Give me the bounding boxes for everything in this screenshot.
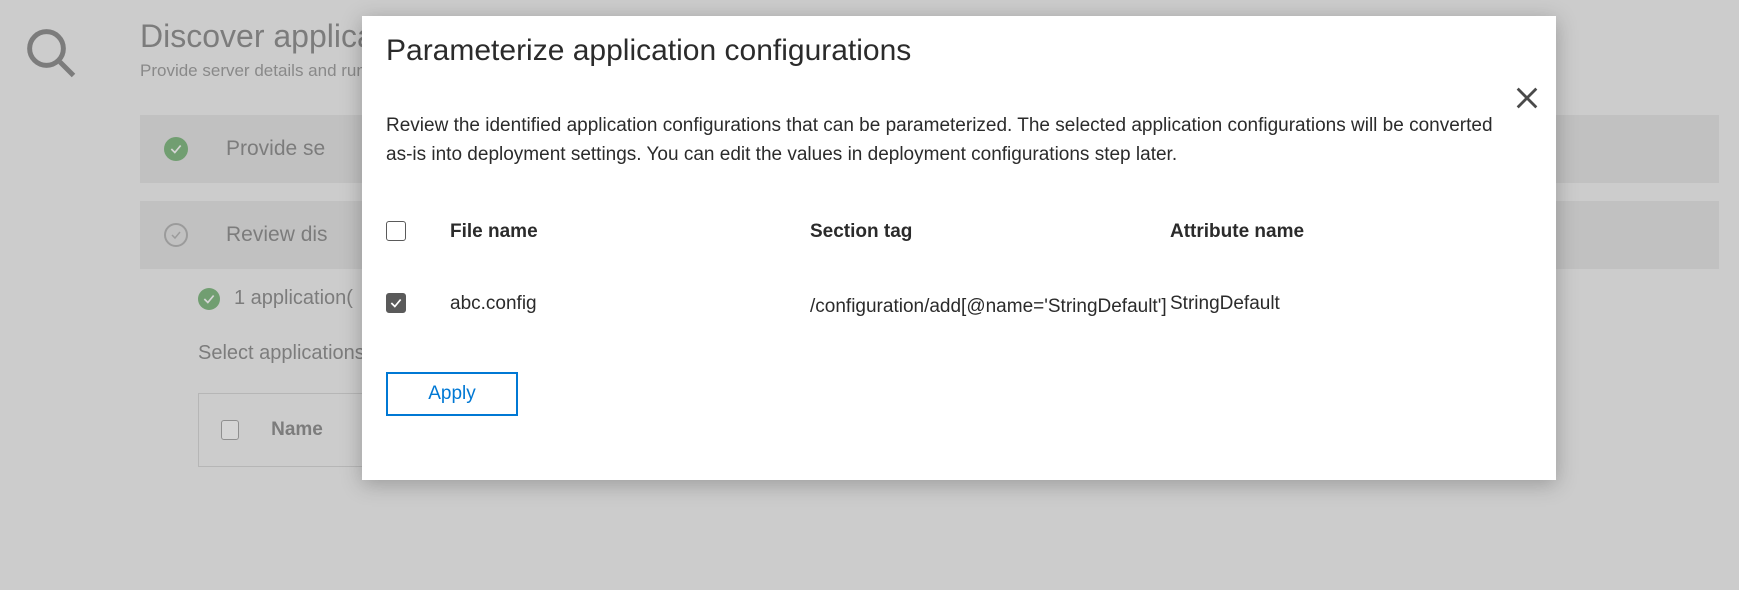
cell-filename: abc.config	[450, 293, 810, 315]
config-row: abc.config /configuration/add[@name='Str…	[386, 293, 1528, 322]
config-table-header: File name Section tag Attribute name	[386, 221, 1528, 247]
modal-description: Review the identified application config…	[386, 112, 1496, 169]
close-icon	[1513, 84, 1541, 115]
checkbox-checked-icon	[386, 293, 406, 313]
cell-attribute: StringDefault	[1170, 293, 1528, 315]
column-section: Section tag	[810, 221, 1170, 243]
apply-button[interactable]: Apply	[386, 372, 518, 416]
parameterize-modal: Parameterize application configurations …	[362, 16, 1556, 480]
row-checkbox[interactable]	[386, 293, 450, 316]
cell-section: /configuration/add[@name='StringDefault'…	[810, 293, 1070, 322]
close-button[interactable]	[1510, 82, 1544, 116]
select-all-config-checkbox[interactable]	[386, 221, 450, 247]
modal-title: Parameterize application configurations	[386, 34, 1528, 68]
column-filename: File name	[450, 221, 810, 243]
column-attribute: Attribute name	[1170, 221, 1528, 243]
config-table: File name Section tag Attribute name abc…	[386, 221, 1528, 322]
